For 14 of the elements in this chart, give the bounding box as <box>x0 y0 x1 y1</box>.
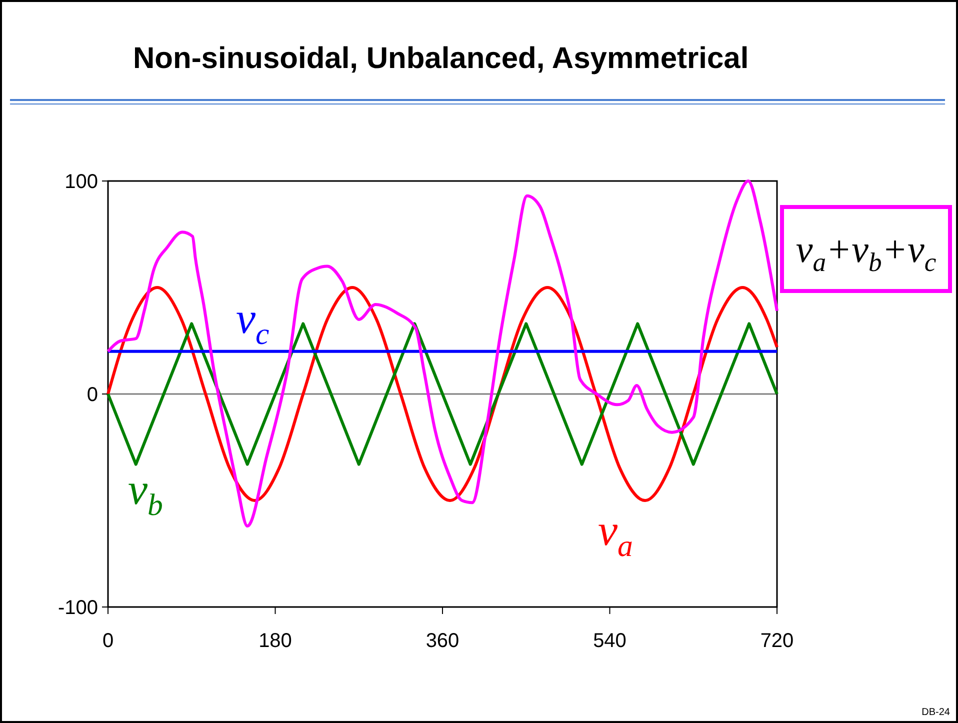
y-tick-label: 100 <box>64 171 98 193</box>
series-label: v$_{a}$+v$_{b}$+v$_{c}$ <box>796 229 936 278</box>
x-tick-label: 540 <box>593 630 626 652</box>
text: DB-24 <box>922 707 950 718</box>
x-tick-label: 180 <box>258 630 292 652</box>
x-tick-label: 0 <box>102 630 114 652</box>
series-label: v$_{c}$ <box>236 294 270 351</box>
chart-title: Non-sinusoidal, Unbalanced, Asymmetrical <box>133 42 749 75</box>
x-tick-label: 720 <box>760 630 794 652</box>
series-label: v$_{b}$ <box>128 465 163 522</box>
series-label: v$_{a}$ <box>598 506 633 563</box>
x-tick-label: 360 <box>426 630 460 652</box>
y-tick-label: 0 <box>86 384 98 406</box>
y-tick-label: -100 <box>58 597 98 619</box>
